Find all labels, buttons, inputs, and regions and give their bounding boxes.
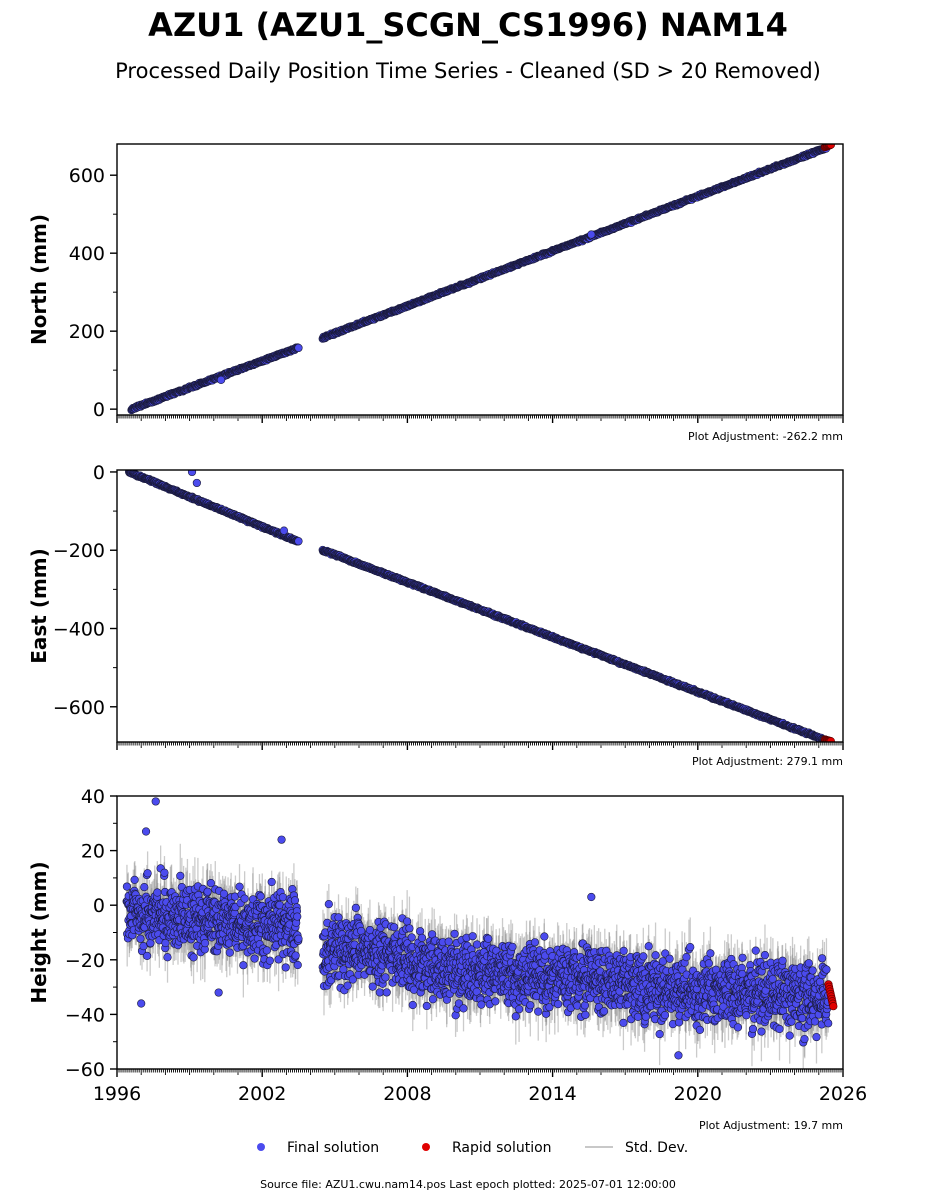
y-tick-label: 400 (69, 243, 105, 265)
outlier-point (216, 375, 226, 385)
final-point (294, 343, 303, 353)
y-axis-label: East (mm) (27, 548, 51, 664)
plot-area (127, 144, 835, 415)
outlier-point (187, 470, 197, 477)
y-tick-label: −600 (53, 697, 105, 719)
rapid-point (826, 144, 835, 149)
outlier-point (587, 230, 596, 239)
plot-area (125, 470, 835, 742)
y-tick-label: 0 (93, 399, 105, 421)
plot-area (122, 797, 838, 1069)
outlier-point (192, 478, 201, 488)
final-solution-points (127, 144, 831, 415)
y-tick-label: 600 (69, 165, 105, 187)
figure-title: AZU1 (AZU1_SCGN_CS1996) NAM14 (148, 6, 788, 44)
plot-adjustment-label: Plot Adjustment: -262.2 mm (688, 430, 843, 443)
outlier-point (279, 526, 289, 535)
rapid-point (826, 737, 835, 742)
y-tick-label: 0 (93, 462, 105, 484)
final-point (294, 537, 303, 546)
x-axis (116, 415, 844, 423)
final-solution-points (125, 470, 831, 742)
y-tick-label: 200 (69, 321, 105, 343)
rapid-solution-points (820, 144, 835, 152)
x-axis (116, 742, 844, 750)
panels: 0 200 400 600 North (mm) Plot Adjustment: -26… (27, 143, 867, 1132)
panel-1: 0 200 400 600 North (mm) Plot Adjustment: -26… (27, 143, 844, 443)
plot-adjustment-label: Plot Adjustment: 279.1 mm (692, 755, 843, 768)
y-axis: −600 −400 −200 0 (53, 462, 117, 719)
panel-2: −600 −400 −200 0 East (mm) Plot Adjustment: 2… (27, 462, 844, 768)
y-axis: 0 200 400 600 (69, 165, 117, 421)
y-tick-label: −200 (53, 540, 105, 562)
figure-subtitle: Processed Daily Position Time Series - C… (115, 59, 821, 83)
rapid-solution-points (820, 735, 835, 742)
y-axis-label: North (mm) (27, 214, 51, 345)
y-tick-label: −400 (53, 619, 105, 641)
